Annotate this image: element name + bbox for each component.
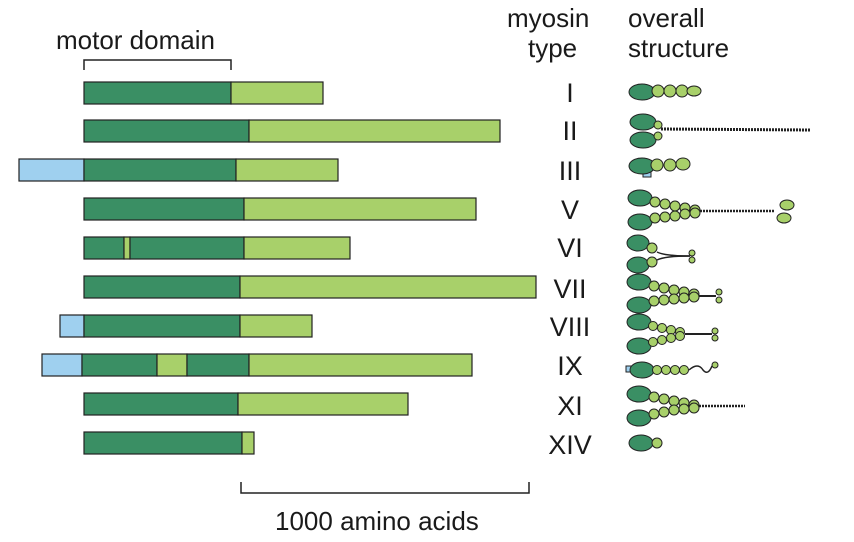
bar-V-tail [243, 197, 477, 221]
structure-icon-VIII [626, 313, 719, 355]
structure-icon-VI [626, 234, 696, 274]
bar-IX-nterm [41, 353, 83, 377]
bar-XIV-tail [241, 431, 255, 455]
bar-myosin-VI [83, 236, 351, 260]
bar-IX-insert [156, 353, 188, 377]
bar-III-motor [83, 158, 237, 182]
bar-VII-tail [239, 275, 537, 299]
structure-icon-V [627, 189, 795, 231]
bar-V-motor [83, 197, 245, 221]
myosin-type-header-line2: type [528, 33, 578, 63]
type-label-VIII: VIII [549, 312, 591, 342]
type-label-VII: VII [553, 274, 587, 304]
structure-icon-XI [626, 385, 745, 427]
bar-XI-motor [83, 392, 239, 416]
bar-myosin-VII [83, 275, 537, 299]
type-label-III: III [558, 156, 582, 186]
bar-VIII-motor [83, 314, 241, 338]
type-label-I: I [566, 78, 574, 108]
overall-structure-header-line1: overall [628, 3, 705, 33]
structure-icon-I [628, 83, 702, 101]
motor-domain-label: motor domain [56, 25, 215, 55]
bar-III-nterm [18, 158, 85, 182]
bar-IX-motor-a [81, 353, 158, 377]
type-label-XI: XI [557, 391, 583, 421]
bar-VIII-tail [239, 314, 313, 338]
type-label-V: V [560, 195, 579, 225]
bar-myosin-XIV [83, 431, 255, 455]
motor-domain-bracket [83, 59, 232, 70]
bar-myosin-VIII [59, 314, 313, 338]
overall-structure-header-line2: structure [628, 33, 730, 63]
type-label-IX: IX [557, 351, 583, 381]
bar-II-tail [248, 119, 501, 143]
scale-bar-bracket [240, 482, 530, 494]
structure-icon-III [628, 157, 691, 178]
bar-VIII-nterm [59, 314, 85, 338]
type-label-VI: VI [557, 233, 583, 263]
bar-III-tail [235, 158, 339, 182]
bar-I-tail [230, 81, 324, 105]
bar-myosin-V [83, 197, 477, 221]
bar-myosin-XI [83, 392, 409, 416]
structure-icon-IX [625, 361, 719, 379]
bar-VI-tail [243, 236, 351, 260]
bar-VI-motor-a [83, 236, 125, 260]
bar-XIV-motor [83, 431, 243, 455]
scale-bar-label: 1000 amino acids [275, 506, 479, 536]
bar-myosin-I [83, 81, 324, 105]
bar-I-motor [83, 81, 232, 105]
bar-XI-tail [237, 392, 409, 416]
structure-icon-XIV [628, 434, 663, 452]
structure-icon-II [629, 113, 811, 149]
bar-myosin-II [83, 119, 501, 143]
structure-icon-VII [626, 273, 723, 314]
bar-myosin-IX [41, 353, 473, 377]
bar-II-motor [83, 119, 250, 143]
myosin-type-header-line1: myosin [507, 3, 590, 33]
bar-VI-insert [123, 236, 131, 260]
bar-myosin-III [18, 158, 339, 182]
type-label-XIV: XIV [548, 430, 592, 460]
bar-VII-motor [83, 275, 241, 299]
type-label-II: II [562, 116, 578, 146]
bar-IX-motor-b [186, 353, 250, 377]
bar-VI-motor-b [129, 236, 245, 260]
bar-IX-tail [248, 353, 473, 377]
